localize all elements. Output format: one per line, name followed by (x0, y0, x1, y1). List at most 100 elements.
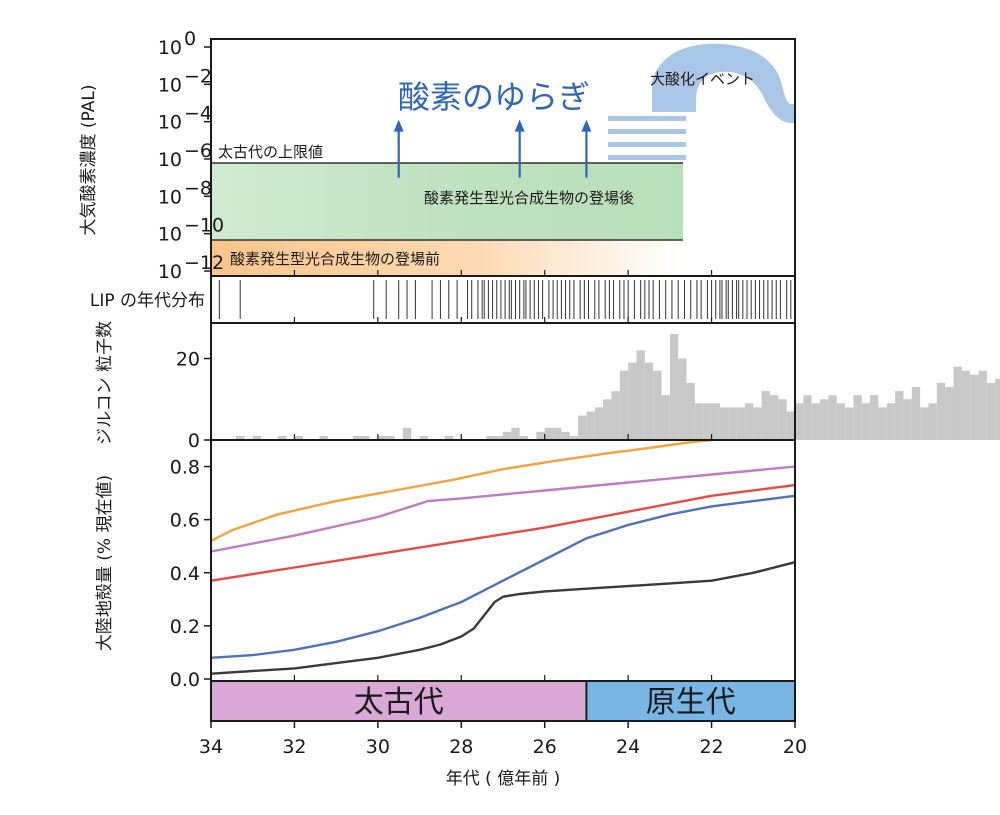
zircon-bar (828, 395, 837, 440)
x-tick-label: 34 (199, 736, 223, 758)
crust-y-tick-label: 0.8 (170, 457, 200, 479)
zircon-bar (511, 427, 520, 440)
zircon-bar (486, 435, 495, 440)
zircon-bar (494, 435, 503, 440)
goe-arch-shape (652, 43, 796, 124)
crust-series-lines (210, 438, 796, 675)
zircon-bar (920, 407, 929, 440)
zircon-y-label: ジルコン 粒子数 (95, 321, 115, 445)
pre-photosynthesis-label: 酸素発生型光合成生物の登場前 (230, 250, 440, 268)
x-tick-label: 28 (449, 736, 473, 758)
zircon-bar (661, 395, 670, 440)
fluctuation-arrows (393, 119, 592, 178)
crust-y-tick-label: 0.4 (170, 563, 200, 585)
crust-y-tick-label: 0.2 (170, 616, 200, 638)
pre-photosynthesis-band (211, 240, 683, 276)
zircon-bar (753, 407, 762, 440)
zircon-y-ticks: 0 20 (176, 349, 211, 452)
zircon-bar (986, 382, 996, 440)
zircon-bar (995, 378, 1000, 440)
x-tick-label: 26 (533, 736, 557, 758)
zircon-bar (252, 435, 262, 440)
zircon-bar (619, 370, 629, 440)
zircon-bar (870, 395, 879, 440)
zircon-bar (845, 407, 854, 440)
zircon-bar (561, 431, 570, 440)
zircon-bar (694, 403, 704, 440)
zircon-bar (878, 407, 887, 440)
zircon-bar (778, 399, 787, 440)
oxygen-y-tick-label: 10 (158, 149, 182, 171)
oxygen-y-tick-label: 10 (158, 261, 182, 283)
zircon-bars (236, 334, 1000, 440)
oxygen-y-tick-exponent: 0 (184, 28, 196, 50)
lip-rug-lines (218, 280, 792, 319)
post-photosynthesis-label: 酸素発生型光合成生物の登場後 (424, 189, 634, 207)
x-tick-label: 22 (699, 736, 723, 758)
zircon-bar (786, 411, 795, 440)
oxygen-y-tick-label: 10 (158, 37, 182, 59)
zircon-bar (769, 395, 779, 440)
zircon-bar (402, 427, 412, 440)
crust-series-line (210, 438, 712, 542)
zircon-bar (352, 435, 362, 440)
oxygen-y-tick-exponent: −10 (184, 215, 224, 237)
crust-y-tick-label: 0.0 (170, 669, 200, 691)
oxygen-y-tick-exponent: −8 (184, 177, 212, 199)
zircon-bar (978, 370, 987, 440)
zircon-bar (728, 407, 737, 440)
zircon-bar (569, 435, 579, 440)
fluctuation-arrow-head (393, 119, 404, 132)
zircon-bar (544, 427, 554, 440)
zircon-bar (628, 362, 637, 440)
zircon-bar (361, 435, 370, 440)
era-band (211, 681, 587, 721)
fluctuation-label: 酸素のゆらぎ (398, 78, 590, 116)
zircon-y-tick-label: 0 (188, 430, 200, 452)
era-label: 原生代 (646, 685, 736, 720)
zircon-bar (236, 435, 245, 440)
zircon-bar (503, 431, 512, 440)
zircon-bar (744, 403, 754, 440)
zircon-panel: 0 20 ジルコン 粒子数 (95, 321, 1000, 452)
crust-series-line (210, 494, 796, 659)
oxygen-y-tick-exponent: −4 (184, 103, 212, 125)
oxygen-y-tick-label: 10 (158, 224, 182, 246)
oxygen-y-label: 大気酸素濃度 (PAL) (79, 85, 99, 236)
crust-y-label: 大陸地殻量 (% 現在値) (95, 475, 115, 651)
zircon-bar (586, 411, 595, 440)
zircon-bar (795, 403, 804, 440)
zircon-bar (970, 374, 979, 440)
zircon-y-tick-label: 20 (176, 349, 200, 371)
x-axis-ticks: 34 32 30 28 26 24 22 20 (199, 270, 807, 758)
zircon-bar (736, 407, 745, 440)
zircon-bar (603, 399, 612, 440)
zircon-bar (519, 435, 529, 440)
fluctuation-arrow-head (514, 119, 525, 132)
zircon-bar (861, 403, 871, 440)
zircon-bar (419, 435, 428, 440)
continental-panel: 0.0 0.2 0.4 0.6 0.8 大陸地殻量 (% 現在値) (95, 438, 796, 691)
zircon-bar (711, 403, 720, 440)
oxygen-y-tick-label: 10 (158, 74, 182, 96)
zircon-bar (319, 435, 328, 440)
zircon-bar (536, 431, 545, 440)
panel-frames (210, 38, 796, 722)
zircon-bar (936, 382, 946, 440)
zircon-bar (803, 395, 812, 440)
x-tick-label: 30 (366, 736, 390, 758)
zircon-bar (653, 370, 662, 440)
zircon-bar (294, 435, 303, 440)
x-tick-label: 32 (282, 736, 306, 758)
oxygen-y-tick-exponent: −6 (184, 140, 212, 162)
zircon-bar (444, 435, 453, 440)
zircon-bar (636, 350, 645, 440)
lip-panel: LIP の年代分布 (90, 280, 792, 319)
oxygen-y-tick-label: 10 (158, 186, 182, 208)
zircon-bar (686, 382, 695, 440)
zircon-bar (611, 391, 620, 440)
zircon-bar (761, 391, 770, 440)
zircon-bar (811, 403, 821, 440)
